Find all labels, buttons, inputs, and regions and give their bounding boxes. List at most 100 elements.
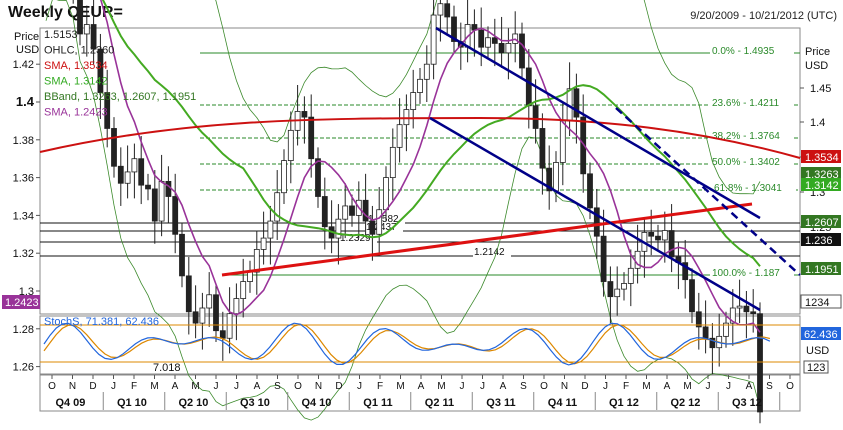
ohlc-bar (750, 311, 757, 315)
ohlc-bar (627, 267, 634, 284)
ohlc-bar (335, 218, 342, 239)
ohlc-bar (648, 232, 655, 237)
ohlc-bar (430, 14, 437, 65)
quarter-label: Q3 10 (240, 397, 270, 409)
ohlc-bar (315, 158, 321, 197)
month-label: A (254, 381, 261, 392)
ohlc-bar (267, 220, 274, 239)
quarter-label: Q4 09 (55, 397, 85, 409)
left-price-badge (2, 295, 40, 309)
price-badge-label: 1.1951 (805, 264, 839, 276)
ohlc-bar (709, 337, 716, 349)
ohlc-bar (580, 116, 587, 175)
sma-long-line (39, 116, 801, 159)
month-label: J (480, 381, 485, 392)
ohlc-bar (621, 283, 627, 290)
quarter-label: Q1 10 (117, 397, 147, 409)
ohlc-bar (97, 48, 104, 93)
ohlc-bar (573, 88, 580, 118)
month-label: O (294, 381, 302, 392)
chart-title: Weekly QEUR= (8, 4, 123, 21)
month-label: S (274, 381, 281, 392)
ohlc-bar (226, 313, 233, 339)
ohlc-bar (349, 205, 355, 216)
left-tick-label: 1.38 (13, 135, 34, 147)
ohlc-bar (233, 298, 240, 315)
sma-short-line (100, 0, 761, 333)
ohlc-bar (723, 322, 729, 337)
stoch-fast-line (43, 322, 771, 366)
fib-label-bg (710, 267, 794, 278)
quarter-label: Q3 11 (486, 397, 515, 409)
month-label: N (315, 381, 322, 392)
left-axis-label-usd: USD (16, 44, 39, 56)
month-label: J (726, 381, 731, 392)
ohlc-bar (240, 281, 247, 299)
quarter-label: Q4 10 (301, 397, 331, 409)
stoch-axis-box (803, 360, 829, 374)
fib-label-bg (710, 97, 794, 108)
ohlc-bar (600, 235, 607, 282)
legend-entry: OHLC, 1.2360 (44, 45, 114, 57)
right-axis-label-price: Price (805, 46, 830, 58)
ohlc-bar (376, 209, 383, 235)
ohlc-bar (519, 33, 525, 69)
left-tick-label: 1.42 (13, 59, 34, 71)
month-label: J (460, 381, 465, 392)
left-tick-label: 1.26 (13, 362, 34, 374)
ohlc-bar (614, 288, 621, 298)
ohlc-bar (158, 180, 165, 222)
ohlc-bar (485, 37, 491, 48)
ohlc-bar (104, 92, 111, 129)
month-label: D (335, 381, 342, 392)
ohlc-bar (83, 24, 90, 35)
month-label: D (581, 381, 588, 392)
ohlc-bar (369, 220, 376, 235)
month-label: M (642, 381, 650, 392)
ohlc-bar (281, 160, 287, 194)
ohlc-bar (274, 192, 281, 222)
price-badge (801, 262, 841, 275)
ohlc-bar (607, 281, 614, 298)
support-label: 1.2329 (340, 233, 371, 244)
ohlc-bar (525, 67, 532, 107)
quarter-label: Q4 11 (548, 397, 577, 409)
ohlc-bar (199, 307, 206, 324)
ohlc-bar (451, 16, 457, 42)
price-badge (801, 178, 841, 191)
fib-label-bg (712, 182, 796, 193)
ohlc-bar (410, 92, 417, 110)
support-label-bg (365, 222, 403, 232)
ohlc-bar (695, 311, 702, 328)
ohlc-bar (539, 128, 546, 169)
bband-lower (45, 0, 761, 421)
channel-lower-line (429, 116, 761, 312)
month-label: O (540, 381, 548, 392)
legend-entry: 1.5153 (44, 29, 78, 41)
right-tick-label: 1.45 (810, 83, 831, 95)
stoch-low-label: 7.018 (153, 362, 181, 374)
fib-label: 0.0% - 1.4935 (712, 46, 775, 57)
fib-label: 38.2% - 1.3764 (712, 131, 780, 142)
fib-label: 23.6% - 1.4211 (712, 98, 780, 109)
stoch-badge-label: 62.436 (804, 329, 838, 341)
price-badge-label: 1234 (805, 297, 829, 309)
stoch-axis-value: 123 (807, 362, 825, 374)
month-label: A (746, 381, 753, 392)
channel-dashed-line (615, 107, 801, 276)
legend-entry: SMA, 1.3142 (44, 76, 108, 88)
stoch-badge (801, 327, 841, 340)
month-label: O (786, 381, 794, 392)
ohlc-bar (743, 305, 750, 313)
ohlc-bar (383, 177, 389, 211)
ohlc-bar (498, 43, 505, 54)
left-tick-label: 1.4 (16, 94, 35, 109)
fib-label-bg (710, 130, 794, 141)
left-price-badge-label: 1.2423 (5, 297, 39, 309)
fib-label: 50.0% - 1.3402 (712, 157, 780, 168)
month-label: D (89, 381, 96, 392)
month-label: F (377, 381, 383, 392)
price-badge (801, 215, 841, 228)
sma-mid-line (101, 0, 761, 267)
